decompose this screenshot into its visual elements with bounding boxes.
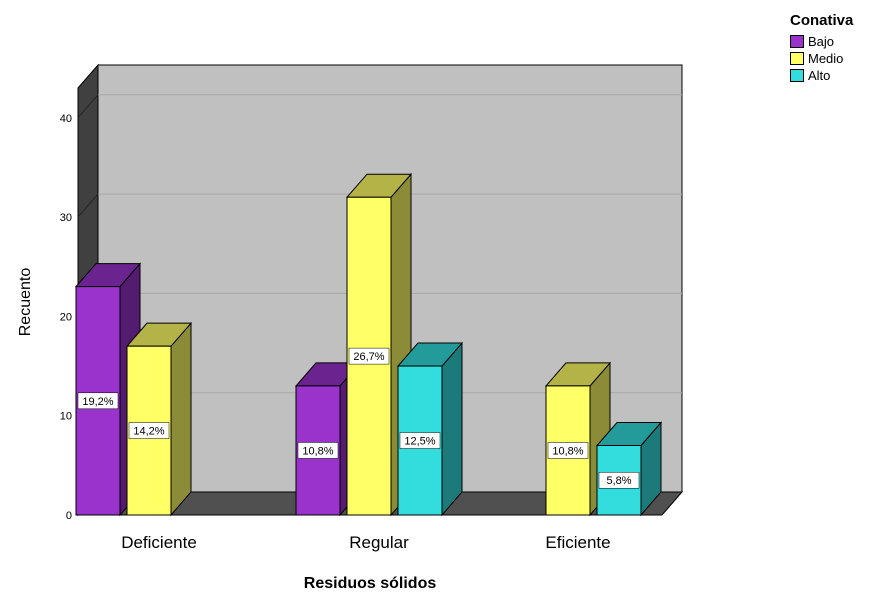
y-axis-title: Recuento (17, 268, 34, 337)
y-tick-label: 30 (60, 212, 72, 224)
y-tick-label: 40 (60, 113, 72, 125)
legend: Conativa Bajo Medio Alto (790, 12, 885, 84)
x-axis-title: Residuos sólidos (304, 575, 437, 592)
data-label: 19,2% (82, 396, 113, 408)
y-tick-label: 0 (66, 510, 72, 522)
y-tick-label: 10 (60, 411, 72, 423)
data-label-box (598, 471, 640, 489)
data-label-box (77, 392, 119, 410)
legend-swatch (790, 35, 804, 48)
data-label-box (348, 347, 390, 365)
x-tick-label: Regular (349, 533, 409, 552)
legend-items: Bajo Medio Alto (790, 33, 885, 84)
legend-item: Medio (790, 50, 885, 67)
bar-side (441, 341, 463, 517)
legend-item: Alto (790, 67, 885, 84)
data-label-box (297, 442, 339, 459)
legend-label: Bajo (808, 34, 835, 49)
x-tick-label: Eficiente (545, 533, 610, 552)
data-label: 10,8% (302, 445, 333, 457)
legend-label: Alto (808, 68, 831, 83)
gridline-side (77, 193, 99, 218)
legend-label: Medio (808, 51, 844, 66)
legend-swatch (790, 69, 804, 82)
data-label: 5,8% (606, 475, 631, 487)
x-tick-label: Deficiente (121, 533, 197, 552)
data-label-box (399, 432, 441, 449)
data-label-box (128, 422, 170, 439)
legend-title: Conativa (790, 12, 854, 29)
data-label: 26,7% (353, 351, 384, 363)
data-label: 10,8% (552, 445, 583, 457)
legend-swatch (790, 52, 804, 65)
data-label: 14,2% (133, 426, 164, 438)
y-tick-label: 20 (60, 311, 72, 323)
bar-side (170, 321, 192, 517)
legend-item: Bajo (790, 33, 885, 50)
data-label-box (547, 442, 589, 459)
data-label: 12,5% (404, 436, 435, 448)
gridline-side (77, 94, 99, 119)
